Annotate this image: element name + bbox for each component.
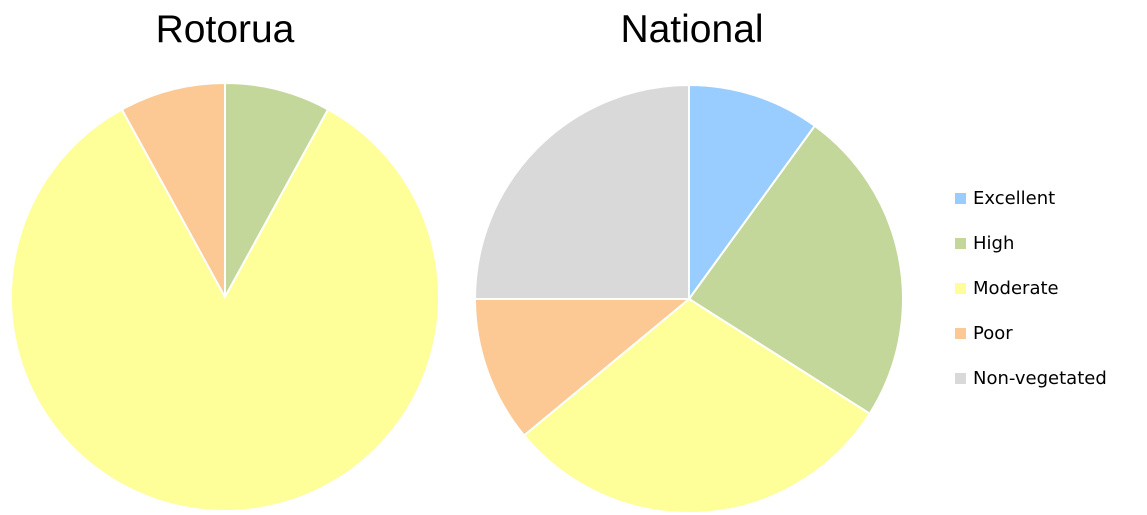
legend-swatch-moderate: [955, 283, 966, 294]
rotorua-slice-high: [224, 81, 330, 298]
chart-title-rotorua: Rotorua: [155, 8, 295, 51]
rotorua-slice-moderate: [10, 108, 440, 512]
legend-swatch-high: [955, 238, 966, 249]
legend-label-moderate: Moderate: [973, 278, 1059, 299]
legend-item-non-vegetated: Non-vegetated: [955, 364, 1107, 393]
national-slice-moderate: [522, 297, 872, 514]
legend-swatch-poor: [955, 328, 966, 339]
legend-label-poor: Poor: [973, 323, 1013, 344]
rotorua-slice-poor: [120, 81, 226, 298]
pie-rotorua: [10, 81, 440, 512]
national-slice-non-vegetated: [473, 83, 690, 300]
legend-label-non-vegetated: Non-vegetated: [973, 368, 1107, 389]
legend-item-moderate: Moderate: [955, 274, 1107, 303]
chart-title-national: National: [620, 8, 764, 51]
legend-item-poor: Poor: [955, 319, 1107, 348]
legend-swatch-non-vegetated: [955, 373, 966, 384]
legend: Excellent High Moderate Poor Non-vegetat…: [955, 184, 1107, 409]
pie-national: [473, 83, 904, 514]
national-slice-high: [687, 124, 904, 416]
legend-label-high: High: [973, 233, 1015, 254]
legend-item-excellent: Excellent: [955, 184, 1107, 213]
legend-label-excellent: Excellent: [973, 188, 1056, 209]
national-slice-poor: [473, 298, 692, 437]
legend-item-high: High: [955, 229, 1107, 258]
legend-swatch-excellent: [955, 193, 966, 204]
national-slice-excellent: [688, 83, 817, 303]
